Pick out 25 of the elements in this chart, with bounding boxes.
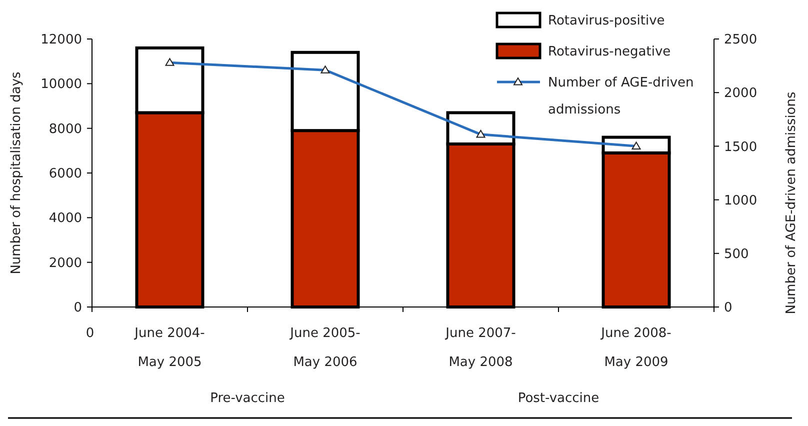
- text: 0: [86, 326, 94, 341]
- y2-axis-title: Number of AGE-driven admissions: [784, 92, 799, 314]
- y-tick-label: 4000: [48, 211, 82, 226]
- y-tick-label: 6000: [48, 166, 82, 182]
- x-tick-label: June 2008- May 2009: [600, 326, 672, 370]
- legend-label: Rotavirus-positive: [548, 14, 665, 29]
- legend-label: Number of AGE-driven admissions: [548, 76, 694, 118]
- text: Pre-vaccine: [210, 391, 285, 406]
- x-tick-label: June 2005- May 2006: [289, 326, 361, 370]
- legend-label: Rotavirus-negative: [548, 44, 671, 60]
- y-tick-label: 12000: [40, 32, 82, 48]
- y2-tick-label: 2000: [724, 86, 758, 102]
- y-tick-label: 2000: [48, 256, 82, 271]
- y-tick-label: 8000: [48, 122, 82, 137]
- y2-tick-label: 1500: [724, 140, 758, 155]
- y2-tick-label: 0: [724, 300, 732, 316]
- y2-tick-label: 2500: [724, 32, 758, 48]
- y-axis-title: Number of hospitalisation days: [9, 71, 24, 274]
- text: Post-vaccine: [518, 391, 600, 406]
- y-tick-label: 10000: [40, 77, 82, 92]
- x-tick-label: June 2004- May 2005: [134, 326, 206, 370]
- y-tick-label: 0: [74, 300, 82, 316]
- y2-tick-label: 500: [724, 246, 749, 262]
- x-tick-label: June 2007- May 2008: [444, 326, 516, 370]
- y2-tick-label: 1000: [724, 193, 758, 208]
